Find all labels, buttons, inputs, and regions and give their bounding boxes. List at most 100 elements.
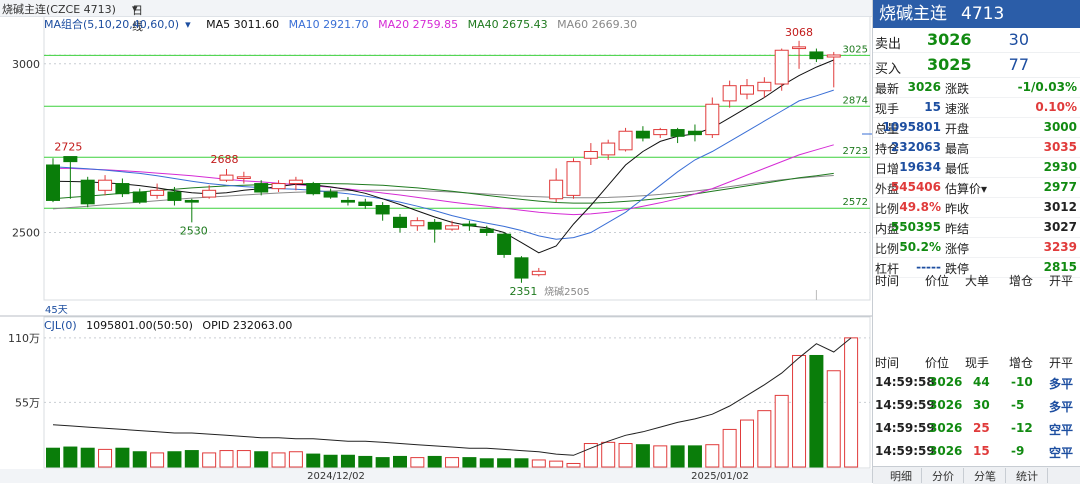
candle-body[interactable] [219,174,234,181]
quote-field-label[interactable]: 估算价▾ [945,182,988,196]
tab-0[interactable]: 明细 [881,468,922,483]
volume-bar[interactable] [427,455,442,468]
candle-body[interactable] [722,85,737,102]
volume-bar[interactable] [375,457,390,468]
candle-body[interactable] [687,130,702,136]
candle-body[interactable] [80,179,95,205]
ma-group-selector[interactable]: MA组合(5,10,20,40,60,0) ▾ [44,18,197,31]
candle-body[interactable] [757,81,772,92]
volume-bar[interactable] [653,445,668,468]
candle-body[interactable] [601,142,616,156]
candle-body[interactable] [826,54,841,58]
volume-bar[interactable] [393,455,407,468]
volume-bar[interactable] [445,457,460,468]
candle-body[interactable] [150,189,165,196]
volume-bar[interactable] [705,444,720,468]
volume-bar[interactable] [635,444,650,468]
candle-body[interactable] [427,221,442,230]
volume-bar[interactable] [809,354,824,468]
volume-bar[interactable] [288,451,303,468]
volume-bar[interactable] [722,428,737,468]
candle-body[interactable] [184,199,199,203]
volume-bar[interactable] [150,452,165,468]
volume-bar[interactable] [202,452,217,468]
volume-bar[interactable] [583,443,598,468]
candle-body[interactable] [358,201,373,206]
volume-bar[interactable] [566,462,581,468]
tab-1[interactable]: 分价 [923,468,964,483]
candle-body[interactable] [618,130,633,151]
candle-body[interactable] [271,183,286,190]
volume-bar[interactable] [219,450,234,468]
candle-body[interactable] [393,216,407,228]
candle-body[interactable] [132,191,147,203]
candle-body[interactable] [479,228,494,233]
kline-chart[interactable]: 3000 2500 3025 2874 2723 2572 3068 2725 2688 2530… [0,0,872,483]
volume-bar[interactable] [410,457,425,468]
volume-bar[interactable] [306,453,321,468]
candle-body[interactable] [531,270,546,276]
candle-body[interactable] [670,129,685,137]
volume-bar[interactable] [358,455,373,468]
volume-bar[interactable] [670,445,685,468]
candle-body[interactable] [306,183,321,195]
candle-body[interactable] [98,179,113,191]
volume-bar[interactable] [80,447,95,468]
volume-bar[interactable] [774,394,789,468]
volume-bar[interactable] [115,447,130,468]
candle-body[interactable] [566,161,581,196]
candle-body[interactable] [115,183,130,195]
volume-bar[interactable] [98,448,113,468]
volume-bar[interactable] [687,445,702,468]
volume-bar[interactable] [46,447,60,468]
volume-bar[interactable] [340,454,355,468]
candle-body[interactable] [254,183,269,193]
volume-bar[interactable] [792,354,807,468]
candle-body[interactable] [774,49,789,85]
volume-bar[interactable] [826,370,841,468]
candle-body[interactable] [323,191,338,198]
kline-chart-area[interactable]: 3000 2500 3025 2874 2723 2572 3068 2725 2688 2530… [0,0,872,483]
candle-body[interactable] [514,257,529,279]
candle-body[interactable] [410,220,425,227]
volume-bar[interactable] [63,446,78,468]
volume-bar[interactable] [740,419,754,468]
volume-bar[interactable] [757,410,772,468]
candle-body[interactable] [202,189,217,198]
volume-bar[interactable] [254,451,269,468]
tab-3[interactable]: 统计 [1007,468,1048,483]
volume-bar[interactable] [479,458,494,468]
volume-bar[interactable] [531,459,546,468]
candle-body[interactable] [549,179,564,200]
volume-bar[interactable] [514,458,529,468]
volume-bar[interactable] [549,460,564,468]
candle-body[interactable] [583,151,598,159]
candle-body[interactable] [740,85,754,95]
candle-body[interactable] [167,191,182,201]
volume-bar[interactable] [184,450,199,468]
candle-body[interactable] [653,129,668,136]
candle-body[interactable] [497,233,512,255]
candle-body[interactable] [635,130,650,139]
volume-bar[interactable] [167,451,182,468]
volume-bar[interactable] [132,451,147,468]
volume-bar[interactable] [844,337,859,468]
volume-bar[interactable] [236,450,251,468]
candle-body[interactable] [288,179,303,185]
candle-body[interactable] [236,176,251,179]
volume-bar[interactable] [601,441,616,468]
candle-body[interactable] [705,103,720,136]
candle-body[interactable] [375,205,390,215]
tab-2[interactable]: 分笔 [965,468,1006,483]
candle-body[interactable] [63,156,78,163]
volume-bar[interactable] [462,457,477,468]
volume-bar[interactable] [497,458,512,468]
volume-bar[interactable] [323,454,338,468]
volume-bar[interactable] [271,452,286,468]
volume-indicator-label[interactable]: CJL(0) [44,319,77,332]
candle-body[interactable] [46,164,60,201]
candle-body[interactable] [462,223,477,227]
candle-body[interactable] [809,51,824,60]
candle-body[interactable] [340,199,355,203]
candle-body[interactable] [792,46,807,50]
